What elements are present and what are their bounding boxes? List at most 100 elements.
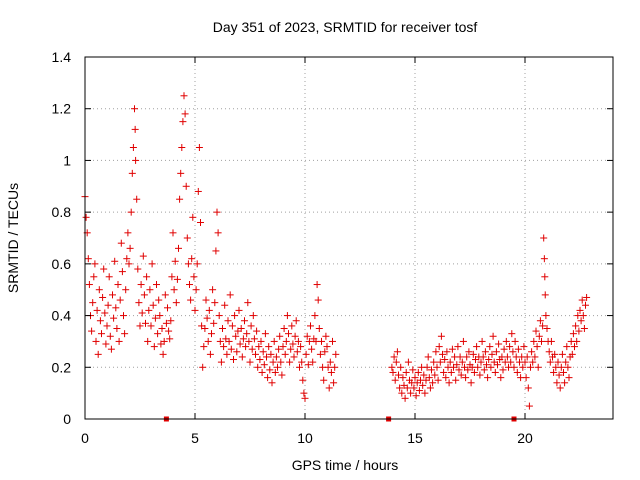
x-axis-label: GPS time / hours [292,457,399,473]
data-point [324,363,332,371]
data-point [489,332,497,340]
data-point [195,144,203,151]
data-point [527,363,534,371]
data-point [283,312,291,320]
data-point [98,330,105,338]
data-point [412,392,420,400]
data-point [210,319,218,327]
data-point [414,368,422,376]
data-point [263,353,270,361]
data-point [316,350,324,358]
data-point [191,306,199,314]
data-point [272,353,280,361]
data-point [437,332,445,340]
data-point [286,358,294,366]
data-point [267,350,275,358]
data-point [140,291,148,299]
data-point [520,343,528,351]
data-point [177,169,185,177]
data-point [464,366,472,374]
data-point [160,337,168,345]
data-point [321,348,329,356]
data-point [571,343,578,351]
data-point [266,366,274,374]
y-tick-label: 0.2 [52,359,72,375]
data-point [311,312,319,320]
data-point [231,312,239,320]
data-point [151,314,159,322]
data-point [233,348,241,356]
data-point [159,350,167,358]
data-point [143,273,151,281]
data-point [257,337,265,345]
data-point [256,356,264,364]
data-point [301,394,309,402]
data-point [188,255,196,263]
data-point [307,322,314,330]
data-point [522,374,530,382]
data-point [197,218,204,226]
data-point [545,348,553,356]
data-point [402,368,410,376]
data-point [329,337,336,345]
data-point [533,343,541,351]
data-point [323,343,331,351]
data-point [102,340,110,348]
data-point [131,125,139,133]
data-point [478,337,486,345]
data-point [247,322,255,330]
plot-frame [84,56,614,420]
data-point [203,314,211,322]
x-tick-label: 15 [407,430,423,446]
data-point [393,348,401,356]
data-point [420,371,428,379]
data-point [569,330,577,338]
data-point [474,363,482,371]
data-point [103,322,111,330]
data-point [578,296,586,304]
data-point [396,384,404,392]
data-point [168,273,176,281]
data-point [243,330,251,338]
chart-title: Day 351 of 2023, SRMTID for receiver tos… [213,19,478,35]
data-point [279,343,287,351]
data-point [184,260,192,268]
data-point [217,358,225,366]
data-point [550,368,558,376]
data-point [320,376,328,384]
data-point [129,144,137,151]
data-point [180,92,188,100]
data-point [239,335,247,343]
data-point [105,273,113,281]
data-point [236,340,244,348]
data-point [136,322,144,330]
data-point [132,156,140,164]
data-point [244,299,252,307]
data-point [541,291,549,299]
data-point [532,327,540,335]
data-point [300,389,308,397]
data-point [250,335,258,343]
data-point [531,353,539,361]
data-point [135,299,143,307]
data-point [484,374,492,382]
data-point [162,319,170,327]
data-point [288,322,296,330]
data-point [459,337,467,345]
data-point [327,368,335,376]
data-point [269,358,277,366]
y-tick-label: 1.4 [52,49,72,65]
data-point [514,345,522,353]
data-point [88,327,96,335]
data-point [209,286,217,294]
data-point [169,229,177,237]
data-point [249,312,257,320]
data-point [134,265,142,273]
data-point [150,343,158,351]
data-point [577,317,585,325]
data-point [268,379,276,387]
data-point [194,187,202,195]
data-point [425,374,433,382]
data-point [500,345,508,353]
data-point [392,358,400,366]
